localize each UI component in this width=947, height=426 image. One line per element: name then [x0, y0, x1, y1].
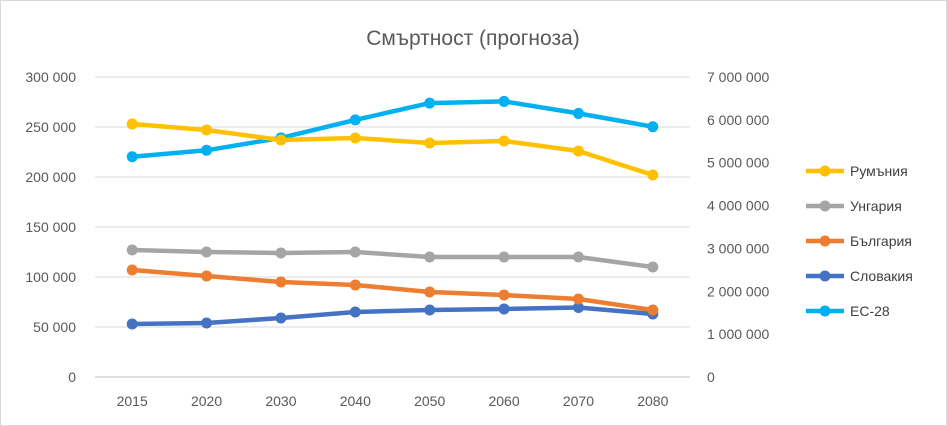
data-point: [647, 304, 659, 316]
legend-label: Словакия: [850, 268, 913, 284]
data-point: [126, 244, 138, 256]
right-axis-tick-label: 0: [707, 369, 715, 385]
legend-swatch-marker: [819, 165, 831, 177]
data-point: [201, 270, 213, 282]
data-point: [126, 318, 138, 330]
data-point: [275, 134, 287, 146]
left-axis-ticks: 0 50 000 100 000 150 000 200 000 250 000 300 0…: [25, 69, 76, 385]
data-point: [349, 132, 361, 144]
data-point: [275, 312, 287, 324]
legend-label: ЕС-28: [850, 303, 890, 319]
right-axis-tick-label: 4 000 000: [707, 198, 769, 214]
x-axis-tick-label: 2040: [340, 393, 371, 409]
data-point: [498, 303, 510, 315]
left-axis-tick-label: 250 000: [25, 119, 76, 135]
legend-item: Румъния: [806, 163, 908, 179]
x-axis-tick-label: 2060: [488, 393, 519, 409]
data-point: [201, 317, 213, 329]
data-point: [424, 251, 436, 263]
legend-swatch-marker: [819, 200, 831, 212]
series-България: [126, 264, 659, 316]
data-point: [498, 251, 510, 263]
data-point: [424, 137, 436, 149]
data-point: [126, 118, 138, 130]
series-Румъния: [126, 118, 659, 181]
x-axis-tick-label: 2020: [191, 393, 222, 409]
legend-item: Словакия: [806, 268, 913, 284]
data-point: [126, 151, 138, 163]
data-point: [647, 169, 659, 181]
data-point: [201, 246, 213, 258]
data-point: [275, 276, 287, 288]
chart-title: Смъртност (прогноза): [366, 27, 580, 50]
legend-swatch-marker: [819, 305, 831, 317]
data-point: [349, 279, 361, 291]
left-axis-tick-label: 50 000: [33, 319, 76, 335]
left-axis-tick-label: 0: [68, 369, 76, 385]
x-axis-ticks: 2015 2020 2030 2040 2050 2060 2070 2080: [117, 393, 669, 409]
data-point: [201, 144, 213, 156]
x-axis-tick-label: 2030: [265, 393, 296, 409]
legend-swatch-marker: [819, 235, 831, 247]
right-axis-tick-label: 6 000 000: [707, 112, 769, 128]
data-point: [201, 124, 213, 136]
data-point: [275, 247, 287, 259]
data-point: [572, 293, 584, 305]
data-point: [349, 114, 361, 126]
right-axis-tick-label: 5 000 000: [707, 155, 769, 171]
legend-swatch-marker: [819, 270, 831, 282]
legend: Румъния Унгария България Словакия ЕС-28: [806, 163, 913, 319]
legend-item: Унгария: [806, 198, 902, 214]
right-axis-tick-label: 1 000 000: [707, 326, 769, 342]
series-line: [129, 121, 656, 178]
left-axis-tick-label: 300 000: [25, 69, 76, 85]
right-axis-ticks: 0 1 000 000 2 000 000 3 000 000 4 000 000 5 0…: [707, 69, 769, 385]
left-axis-tick-label: 150 000: [25, 219, 76, 235]
data-point: [572, 251, 584, 263]
series-line: [129, 305, 656, 327]
left-axis-tick-label: 100 000: [25, 269, 76, 285]
data-point: [572, 107, 584, 119]
series-line: [129, 99, 656, 159]
x-axis-tick-label: 2070: [563, 393, 594, 409]
data-point: [349, 306, 361, 318]
series-Словакия: [126, 302, 659, 330]
data-point: [424, 286, 436, 298]
data-point: [572, 302, 584, 313]
legend-label: България: [850, 233, 912, 249]
right-axis-tick-label: 2 000 000: [707, 283, 769, 299]
legend-item: ЕС-28: [806, 303, 890, 319]
data-point: [647, 261, 659, 273]
x-axis-tick-label: 2080: [637, 393, 668, 409]
x-axis-tick-label: 2050: [414, 393, 445, 409]
data-point: [498, 95, 510, 107]
data-point: [349, 246, 361, 258]
data-point: [498, 289, 510, 301]
series-Унгария: [126, 244, 659, 273]
legend-item: България: [806, 233, 912, 249]
data-point: [498, 135, 510, 147]
series-lines: [126, 95, 659, 330]
data-point: [424, 97, 436, 109]
series-line: [129, 267, 656, 313]
data-point: [572, 145, 584, 157]
legend-label: Унгария: [850, 198, 902, 214]
gridlines: [95, 76, 690, 378]
data-point: [424, 304, 436, 316]
left-axis-tick-label: 200 000: [25, 169, 76, 185]
data-point: [647, 121, 659, 133]
right-axis-tick-label: 3 000 000: [707, 240, 769, 256]
data-point: [126, 264, 138, 276]
series-line: [129, 247, 656, 270]
right-axis-tick-label: 7 000 000: [707, 69, 769, 85]
x-axis-tick-label: 2015: [117, 393, 148, 409]
legend-label: Румъния: [850, 163, 908, 179]
